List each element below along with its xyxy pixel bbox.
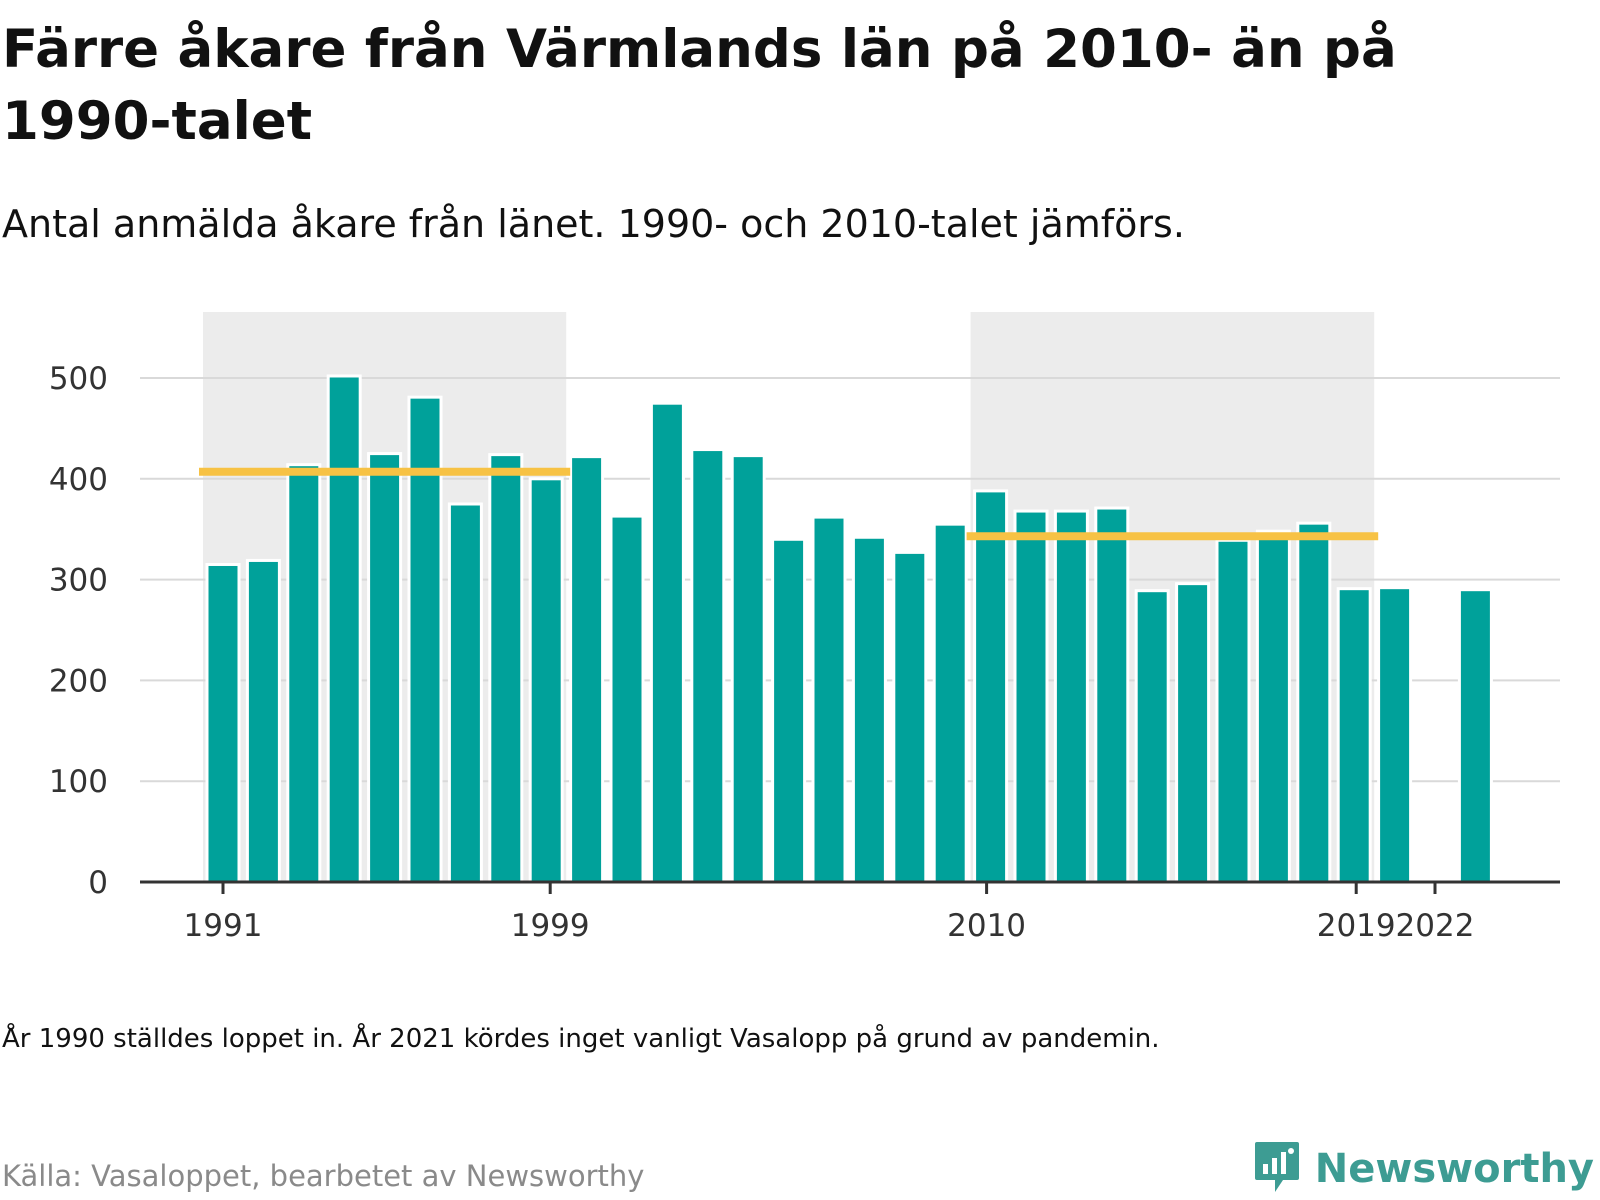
bar [286, 463, 322, 884]
source-text: Källa: Vasaloppet, bearbetet av Newswort… [2, 1159, 645, 1193]
chart-subtitle: Antal anmälda åkare från länet. 1990- oc… [2, 202, 1185, 246]
chart-note: År 1990 ställdes loppet in. År 2021 körd… [2, 1024, 1160, 1054]
bar [326, 374, 362, 884]
bar [771, 537, 807, 884]
bar [367, 452, 403, 884]
bar [892, 550, 928, 884]
bar [1094, 506, 1130, 884]
x-tick-label: 1999 [511, 908, 590, 944]
bar [1296, 521, 1332, 884]
y-tick-label: 100 [49, 764, 108, 800]
bar [569, 455, 605, 884]
bar [1134, 589, 1170, 884]
bar [1215, 538, 1251, 884]
bar [1255, 529, 1291, 884]
x-tick-label: 2019 [1317, 908, 1396, 944]
bar [245, 558, 281, 884]
bar [649, 401, 685, 884]
bar [528, 477, 564, 884]
bar [1053, 509, 1089, 884]
y-tick-label: 300 [49, 563, 108, 599]
chart-title: Färre åkare från Värmlands län på 2010- … [2, 19, 1397, 152]
brand-logo: Newsworthy [1253, 1140, 1594, 1198]
bar [205, 562, 241, 884]
bar [1377, 586, 1413, 884]
axes: 0 100 200 300 400 500 1991 1999 2010 2019 2022 [49, 361, 1560, 944]
bar [811, 515, 847, 884]
bar [690, 448, 726, 884]
bar [609, 514, 645, 884]
bar [1457, 588, 1493, 884]
bar [447, 502, 483, 884]
bar [730, 454, 766, 884]
bars [205, 374, 1493, 884]
x-tick-label: 1991 [184, 908, 263, 944]
x-tick-label: 2010 [947, 908, 1026, 944]
brand-name: Newsworthy [1314, 1146, 1594, 1192]
bar [932, 522, 968, 884]
bar [1013, 509, 1049, 884]
newsworthy-logo-icon [1254, 1142, 1299, 1192]
bar [488, 453, 524, 884]
average-lines [199, 467, 1379, 541]
bar [407, 395, 443, 884]
y-tick-label: 200 [49, 663, 108, 699]
y-tick-label: 0 [88, 865, 108, 901]
bar [1336, 587, 1372, 884]
y-tick-label: 500 [49, 361, 108, 397]
bar [851, 535, 887, 884]
bar [1175, 582, 1211, 884]
x-tick-label: 2022 [1396, 908, 1475, 944]
bar-chart: 0 100 200 300 400 500 1991 1999 2010 2019 2022 [49, 312, 1560, 944]
y-tick-label: 400 [49, 462, 108, 498]
bar [973, 489, 1009, 884]
